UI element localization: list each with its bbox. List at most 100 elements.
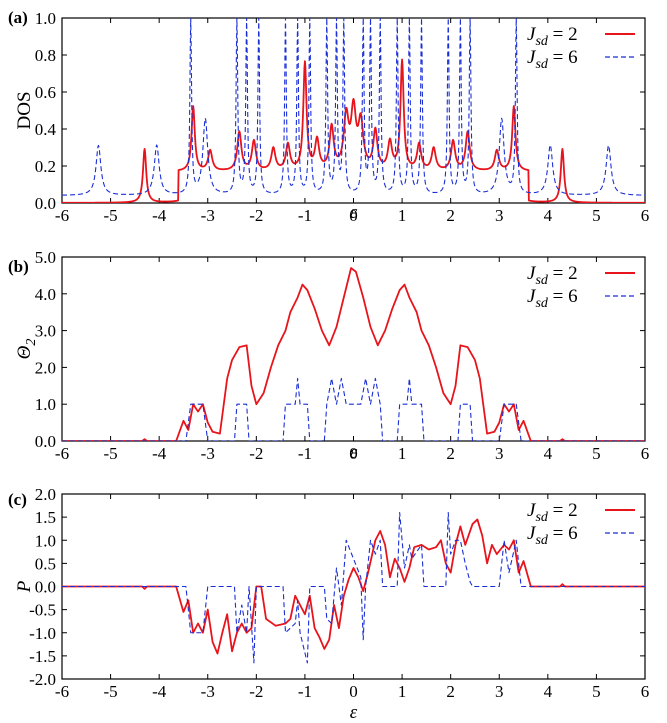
series-group: [62, 511, 645, 664]
y-tick-label: -2.0: [29, 670, 56, 689]
x-tick-label: -6: [55, 682, 69, 701]
y-axis-title: P: [14, 580, 35, 593]
x-tick-label: -3: [201, 206, 215, 225]
y-axis-title-main: Θ: [14, 345, 35, 359]
x-tick-label: -1: [298, 206, 312, 225]
y-tick-label: -1.0: [29, 624, 56, 643]
legend-label: Jsd = 2: [527, 500, 578, 525]
legend-label-sub: sd: [535, 34, 548, 49]
panel-a-dos: -6 -5 -4 -3 -2 -1 0 1 2 3 4 5 6 0.0 0.2 0.4 0.6 0.8 1.0 (a)…: [8, 8, 649, 225]
x-tick-label: 1: [398, 444, 407, 463]
x-tick-label: -2: [249, 206, 263, 225]
x-tick-label: -2: [249, 682, 263, 701]
legend-label-main: J: [527, 500, 537, 521]
x-axis-title: ε: [350, 702, 358, 723]
y-tick-label: 1.0: [35, 9, 56, 28]
y-tick-label: 0.0: [35, 578, 56, 597]
y-tick-label: 0.8: [35, 46, 56, 65]
x-tick-label: 3: [495, 206, 504, 225]
legend-label-main: J: [527, 523, 537, 544]
x-axis-title: ε: [350, 202, 358, 223]
y-tick-label: 0.0: [35, 432, 56, 451]
y-tick-label: 0.5: [35, 554, 56, 573]
x-tick-label: 4: [544, 682, 553, 701]
legend-label-value: = 2: [548, 263, 578, 284]
legend-label-value: = 6: [548, 47, 578, 68]
legend-label-sub: sd: [535, 296, 548, 311]
y-tick-label: 1.0: [35, 395, 56, 414]
legend-label-value: = 6: [548, 523, 578, 544]
y-tick-label: -1.5: [29, 647, 56, 666]
legend-label: Jsd = 2: [527, 263, 578, 288]
x-tick-label: 1: [398, 682, 407, 701]
y-tick-label: -0.5: [29, 601, 56, 620]
y-tick-label: 4.0: [35, 285, 56, 304]
x-tick-label: -6: [55, 206, 69, 225]
series-line-jsd-6: [62, 511, 645, 664]
x-tick-label: -5: [103, 206, 117, 225]
legend-label-sub: sd: [535, 533, 548, 548]
x-tick-label: 2: [446, 444, 455, 463]
x-tick-label: 5: [592, 444, 601, 463]
y-tick-label: 1.0: [35, 531, 56, 550]
series-line-jsd-2: [62, 58, 645, 203]
y-tick-label: 3.0: [35, 322, 56, 341]
y-tick-label: 0.0: [35, 194, 56, 213]
series-line-jsd-2: [62, 267, 645, 441]
y-axis-title: DOS: [14, 91, 35, 129]
legend-label: Jsd = 6: [527, 286, 578, 311]
series-group: [62, 18, 645, 203]
y-axis-title: Θ2: [14, 339, 39, 360]
legend-label-sub: sd: [535, 273, 548, 288]
series-line-jsd-6: [62, 18, 645, 196]
x-tick-label: 2: [446, 206, 455, 225]
x-tick-label: -5: [103, 682, 117, 701]
x-tick-label: 0: [349, 444, 358, 463]
panel-label: (b): [8, 257, 29, 276]
x-tick-label: 6: [641, 682, 650, 701]
x-tick-label: -1: [298, 682, 312, 701]
x-tick-label: 4: [544, 206, 553, 225]
x-tick-label: -4: [152, 206, 167, 225]
y-tick-label: 0.6: [35, 83, 56, 102]
x-tick-label: 3: [495, 682, 504, 701]
legend-label-sub: sd: [535, 510, 548, 525]
x-tick-label: 3: [495, 444, 504, 463]
y-axis-title-sub: 2: [24, 339, 39, 346]
legend-label-sub: sd: [535, 57, 548, 72]
x-tick-label: 0: [349, 682, 358, 701]
x-tick-label: -4: [152, 682, 167, 701]
plot-frame: [61, 256, 646, 442]
y-tick-label: 2.0: [35, 358, 56, 377]
x-tick-label: -6: [55, 444, 69, 463]
panel-b-theta2: -6 -5 -4 -3 -2 -1 0 1 2 3 4 5 6 0.0 1.0 2.0 3.0 4.0 5.0 (b)…: [8, 248, 649, 463]
series-group: [62, 267, 645, 441]
x-tick-label: 5: [592, 206, 601, 225]
x-tick-label: -5: [103, 444, 117, 463]
legend-label-main: J: [527, 286, 537, 307]
x-tick-label: 0: [349, 206, 358, 225]
x-tick-label: -3: [201, 444, 215, 463]
x-tick-label: 4: [544, 444, 553, 463]
legend-label: Jsd = 6: [527, 523, 578, 548]
legend-label: Jsd = 6: [527, 47, 578, 72]
series-line-jsd-6: [62, 377, 645, 441]
x-tick-label: -1: [298, 444, 312, 463]
panel-label: (a): [8, 8, 28, 27]
legend-label-main: J: [527, 47, 537, 68]
y-tick-label: 0.2: [35, 157, 56, 176]
legend-label-value: = 2: [548, 24, 578, 45]
panel-c-polarization: -6 -5 -4 -3 -2 -1 0 1 2 3 4 5 6 -2.0 -1.5 -1.0 -0.5 0.0 0.…: [8, 485, 649, 723]
legend-label: Jsd = 2: [527, 24, 578, 49]
y-tick-label: 0.4: [35, 120, 57, 139]
legend-label-value: = 6: [548, 286, 578, 307]
y-tick-label: 1.5: [35, 508, 56, 527]
x-tick-label: 2: [446, 682, 455, 701]
x-tick-label: 6: [641, 444, 650, 463]
x-tick-label: 5: [592, 682, 601, 701]
x-tick-label: -4: [152, 444, 167, 463]
